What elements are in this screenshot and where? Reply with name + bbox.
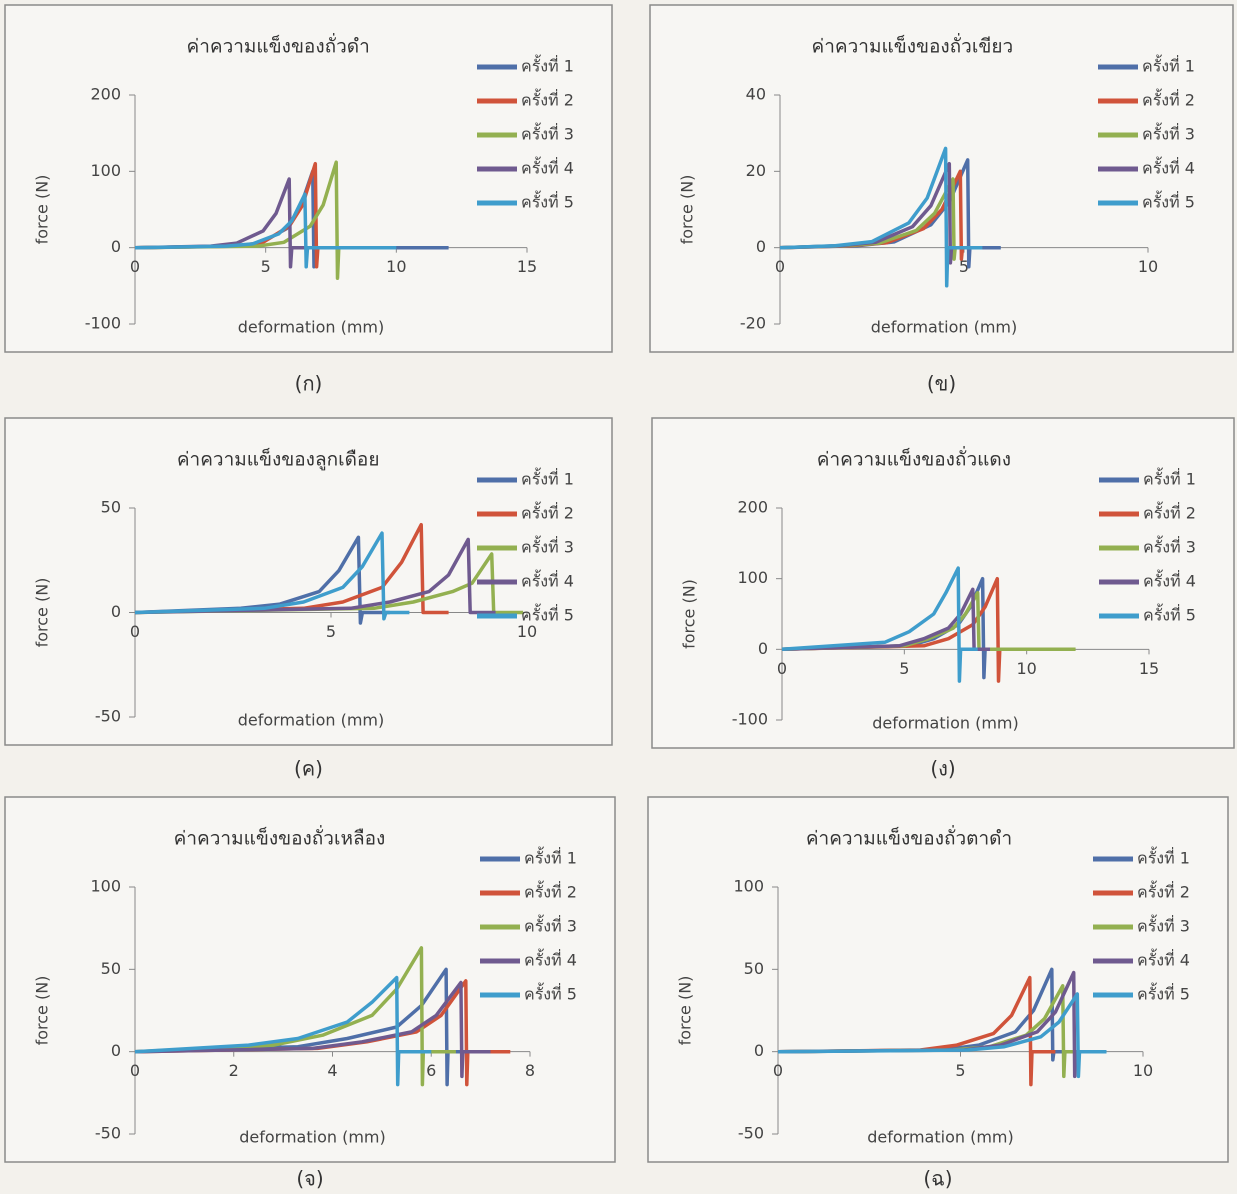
legend-label: ครั้งที่ 5 <box>1142 191 1195 212</box>
legend-label: ครั้งที่ 2 <box>1142 89 1195 110</box>
y-tick-label: 0 <box>756 237 766 256</box>
x-tick-label: 10 <box>1133 1061 1153 1080</box>
legend-label: ครั้งที่ 1 <box>524 847 577 868</box>
x-axis-label: deformation (mm) <box>867 1128 1014 1147</box>
y-tick-label: 100 <box>90 161 121 180</box>
y-tick-label: -50 <box>95 707 121 726</box>
x-axis-label: deformation (mm) <box>238 318 385 337</box>
caption: (จ) <box>296 1167 323 1191</box>
y-tick-label: 100 <box>90 877 121 896</box>
legend-label: ครั้งที่ 1 <box>1142 55 1195 76</box>
legend-label: ครั้งที่ 4 <box>521 157 574 178</box>
y-axis-label: force (N) <box>678 175 697 245</box>
caption: (ก) <box>295 372 323 396</box>
caption: (ค) <box>294 757 323 781</box>
legend-label: ครั้งที่ 5 <box>1137 983 1190 1004</box>
y-tick-label: -50 <box>738 1124 764 1143</box>
y-tick-label: -20 <box>740 314 766 333</box>
y-axis-label: force (N) <box>33 976 52 1046</box>
chart-title: ค่าความแข็งของถั่วเขียว <box>812 33 1014 58</box>
y-tick-label: 0 <box>111 237 121 256</box>
x-tick-label: 0 <box>777 659 787 678</box>
chart-title: ค่าความแข็งของถั่วตาดำ <box>806 825 1012 850</box>
x-tick-label: 0 <box>130 622 140 641</box>
y-tick-label: 0 <box>758 639 768 658</box>
legend-label: ครั้งที่ 3 <box>521 123 574 144</box>
y-tick-label: -100 <box>85 314 121 333</box>
x-tick-label: 2 <box>229 1061 239 1080</box>
x-tick-label: 0 <box>130 257 140 276</box>
legend-label: ครั้งที่ 1 <box>1143 468 1196 489</box>
y-tick-label: 50 <box>101 959 121 978</box>
y-tick-label: 0 <box>111 1041 121 1060</box>
chart-title: ค่าความแข็งของถั่วแดง <box>817 446 1011 471</box>
x-tick-label: 15 <box>1139 659 1159 678</box>
y-axis-label: force (N) <box>676 976 695 1046</box>
x-tick-label: 6 <box>426 1061 436 1080</box>
figure: ค่าความแข็งของถั่วดำ-1000100200051015for… <box>0 0 1237 1194</box>
x-axis-label: deformation (mm) <box>872 714 1019 733</box>
x-tick-label: 5 <box>261 257 271 276</box>
x-tick-label: 5 <box>955 1061 965 1080</box>
legend-label: ครั้งที่ 3 <box>524 915 577 936</box>
legend-label: ครั้งที่ 2 <box>521 89 574 110</box>
legend-label: ครั้งที่ 4 <box>1142 157 1195 178</box>
chart-title: ค่าความแข็งของถั่วดำ <box>186 33 369 58</box>
x-tick-label: 15 <box>517 257 537 276</box>
legend-label: ครั้งที่ 2 <box>1143 502 1196 523</box>
legend-label: ครั้งที่ 5 <box>521 191 574 212</box>
x-tick-label: 0 <box>773 1061 783 1080</box>
y-tick-label: 20 <box>746 161 766 180</box>
chart-title: ค่าความแข็งของถั่วเหลือง <box>174 825 386 850</box>
legend-label: ครั้งที่ 4 <box>521 570 574 591</box>
x-tick-label: 10 <box>1138 257 1158 276</box>
y-tick-label: 0 <box>754 1041 764 1060</box>
y-tick-label: 200 <box>90 85 121 104</box>
y-tick-label: 200 <box>737 498 768 517</box>
caption: (ง) <box>930 757 955 781</box>
y-tick-label: 100 <box>733 877 764 896</box>
x-axis-label: deformation (mm) <box>238 711 385 730</box>
legend-label: ครั้งที่ 5 <box>1143 604 1196 625</box>
x-axis-label: deformation (mm) <box>871 318 1018 337</box>
y-tick-label: 0 <box>111 602 121 621</box>
legend-label: ครั้งที่ 4 <box>1143 570 1196 591</box>
chart-title: ค่าความแข็งของลูกเดือย <box>177 447 380 471</box>
y-tick-label: 100 <box>737 568 768 587</box>
legend-label: ครั้งที่ 2 <box>524 881 577 902</box>
legend-label: ครั้งที่ 1 <box>1137 847 1190 868</box>
caption: (ฉ) <box>923 1167 952 1191</box>
legend-label: ครั้งที่ 4 <box>1137 949 1190 970</box>
x-tick-label: 0 <box>130 1061 140 1080</box>
legend-label: ครั้งที่ 2 <box>521 502 574 523</box>
x-tick-label: 8 <box>525 1061 535 1080</box>
caption: (ข) <box>927 372 956 396</box>
x-tick-label: 10 <box>517 622 537 641</box>
legend-label: ครั้งที่ 5 <box>521 604 574 625</box>
y-tick-label: -50 <box>95 1124 121 1143</box>
legend-label: ครั้งที่ 3 <box>521 536 574 557</box>
y-tick-label: 50 <box>101 498 121 517</box>
x-axis-label: deformation (mm) <box>239 1128 386 1147</box>
x-tick-label: 10 <box>1016 659 1036 678</box>
y-axis-label: force (N) <box>33 578 52 648</box>
x-tick-label: 5 <box>326 622 336 641</box>
y-axis-label: force (N) <box>33 175 52 245</box>
y-tick-label: 40 <box>746 85 766 104</box>
legend-label: ครั้งที่ 2 <box>1137 881 1190 902</box>
y-tick-label: 50 <box>744 959 764 978</box>
x-tick-label: 10 <box>386 257 406 276</box>
legend-label: ครั้งที่ 1 <box>521 468 574 489</box>
legend-label: ครั้งที่ 3 <box>1142 123 1195 144</box>
legend-label: ครั้งที่ 4 <box>524 949 577 970</box>
x-tick-label: 0 <box>775 257 785 276</box>
x-tick-label: 5 <box>899 659 909 678</box>
legend-label: ครั้งที่ 3 <box>1143 536 1196 557</box>
y-tick-label: -100 <box>732 710 768 729</box>
legend-label: ครั้งที่ 1 <box>521 55 574 76</box>
y-axis-label: force (N) <box>680 579 699 649</box>
legend-label: ครั้งที่ 3 <box>1137 915 1190 936</box>
legend-label: ครั้งที่ 5 <box>524 983 577 1004</box>
x-tick-label: 4 <box>327 1061 337 1080</box>
